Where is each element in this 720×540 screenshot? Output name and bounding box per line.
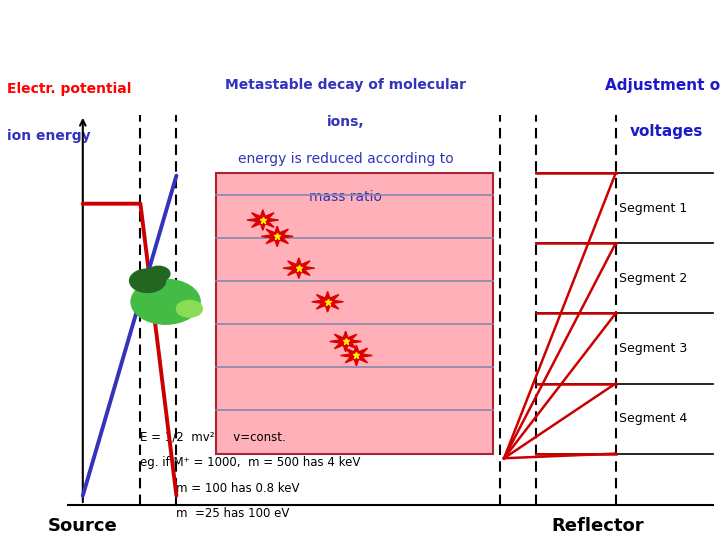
Text: Metastable decay of molecular: Metastable decay of molecular: [225, 78, 466, 92]
Text: m  =25 has 100 eV: m =25 has 100 eV: [176, 507, 289, 521]
Text: Electr. potential: Electr. potential: [7, 82, 132, 96]
Text: Segment 3: Segment 3: [619, 342, 688, 355]
Circle shape: [176, 300, 202, 317]
Text: energy is reduced according to: energy is reduced according to: [238, 152, 454, 166]
Circle shape: [147, 266, 170, 281]
Text: voltages: voltages: [629, 124, 703, 139]
Polygon shape: [330, 331, 361, 352]
Text: eg. if M⁺ = 1000,  m = 500 has 4 keV: eg. if M⁺ = 1000, m = 500 has 4 keV: [140, 456, 361, 469]
Text: Source: Source: [48, 517, 117, 535]
Bar: [216, 173, 493, 454]
Polygon shape: [341, 345, 372, 366]
Text: ion energy: ion energy: [7, 129, 91, 143]
Polygon shape: [247, 210, 279, 231]
Polygon shape: [261, 226, 293, 247]
Text: ions,: ions,: [327, 115, 364, 129]
Text: Reflector: Reflector: [552, 517, 644, 535]
Text: m = 100 has 0.8 keV: m = 100 has 0.8 keV: [176, 482, 300, 495]
Text: Segment 2: Segment 2: [619, 272, 688, 285]
Polygon shape: [312, 292, 343, 312]
Text: Segment 1: Segment 1: [619, 202, 688, 215]
Text: PSD by Reflectron TOF (Scheme): PSD by Reflectron TOF (Scheme): [79, 22, 641, 51]
Circle shape: [131, 279, 200, 324]
Text: Adjustment of: Adjustment of: [605, 78, 720, 92]
Polygon shape: [283, 258, 315, 279]
Text: Segment 4: Segment 4: [619, 412, 688, 425]
Text: E = 1/2  mv²     v=const.: E = 1/2 mv² v=const.: [140, 430, 286, 443]
Text: mass ratio: mass ratio: [309, 190, 382, 204]
Circle shape: [130, 269, 166, 293]
